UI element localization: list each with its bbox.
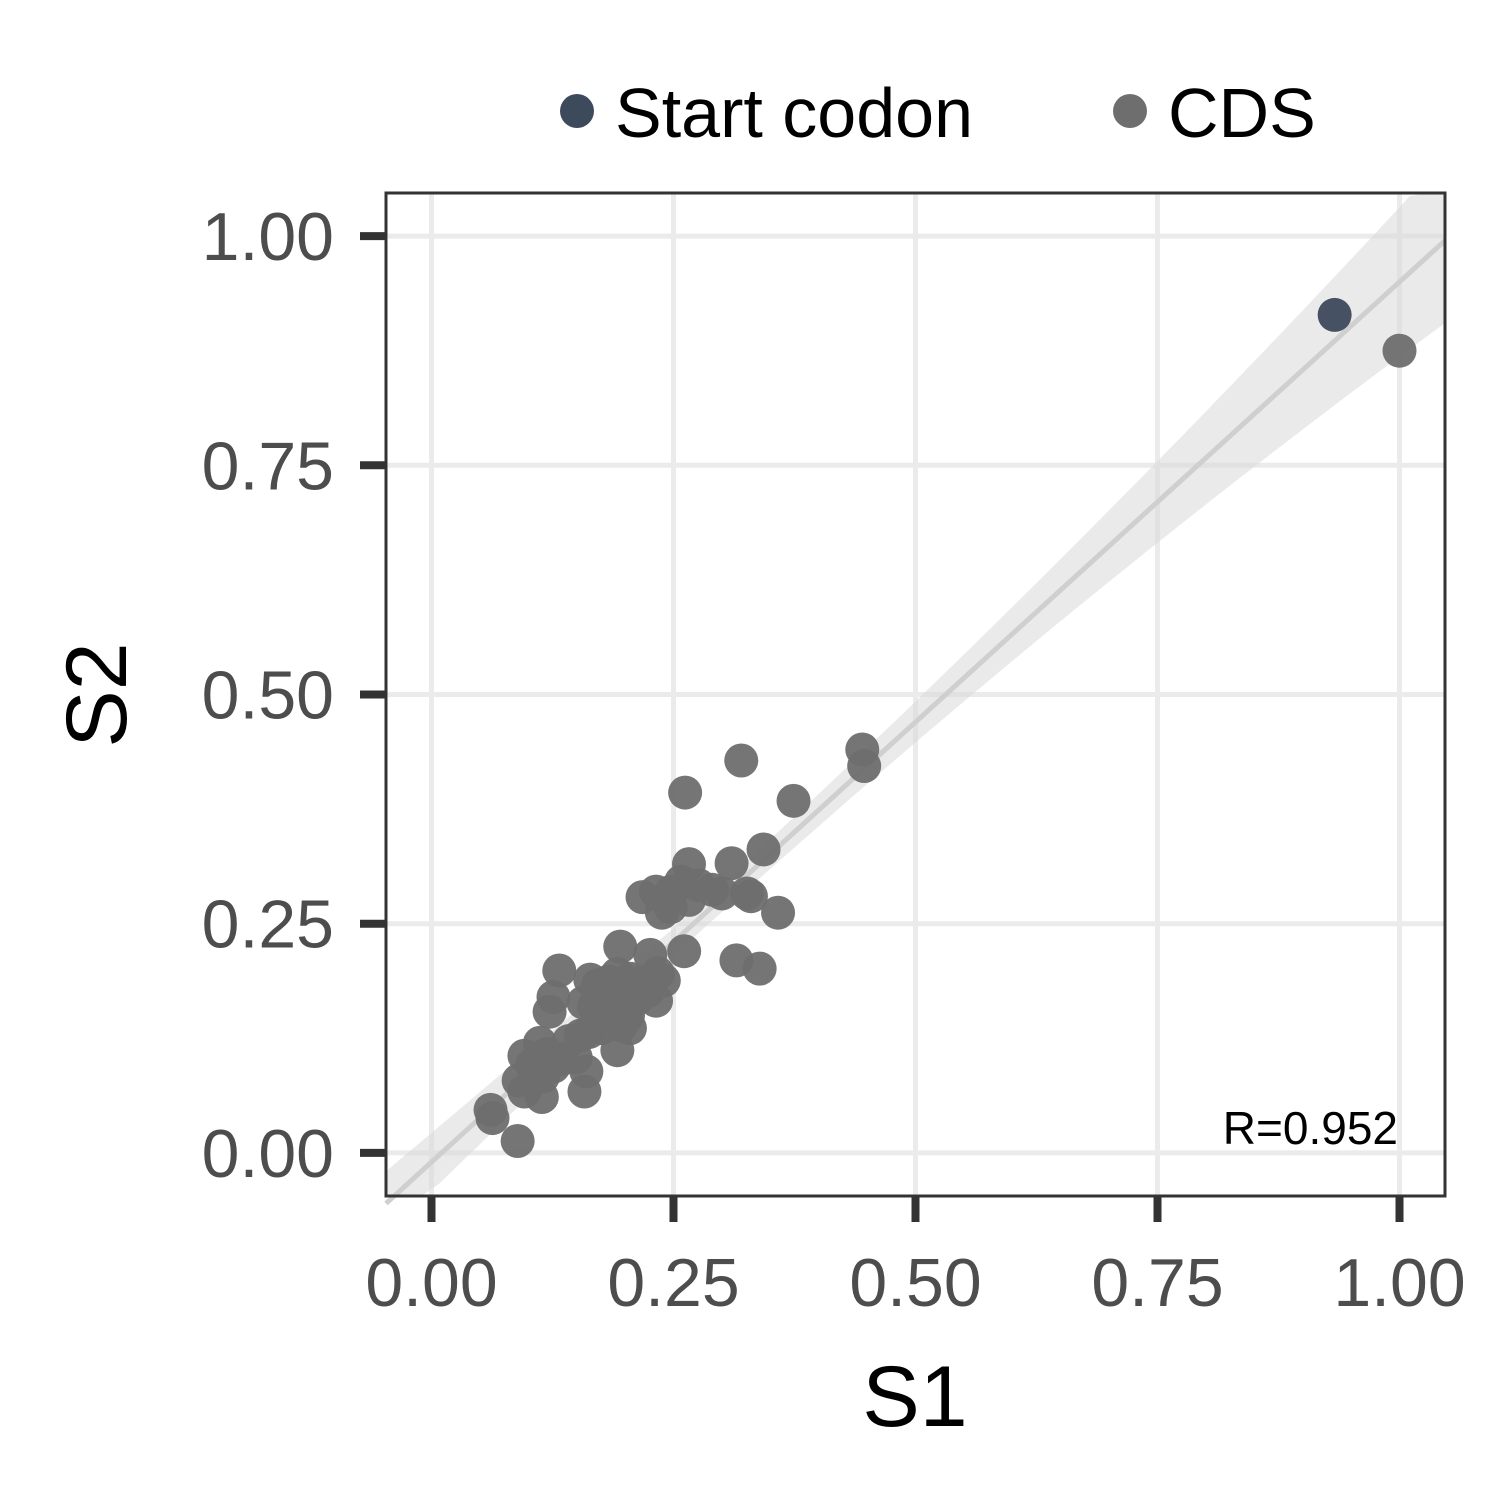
legend-label-start-codon: Start codon xyxy=(615,74,973,152)
point-cds xyxy=(724,743,759,778)
axis-ticks: 0.00 0.25 0.50 0.75 1.00 0.00 0.25 0.50 0.75 1.00 xyxy=(202,199,1466,1321)
point-cds xyxy=(847,749,882,784)
point-cds xyxy=(524,1079,559,1114)
point-start-codon xyxy=(1317,297,1352,332)
data-points xyxy=(473,297,1417,1158)
x-tick-label: 0.75 xyxy=(1091,1245,1223,1321)
y-tick-label: 0.50 xyxy=(202,658,334,734)
point-cds xyxy=(746,832,781,867)
point-cds xyxy=(761,895,796,930)
x-tick-label: 0.50 xyxy=(849,1245,981,1321)
point-cds xyxy=(567,1074,602,1109)
point-cds xyxy=(1382,333,1417,368)
point-cds xyxy=(733,879,768,914)
y-axis-title: S2 xyxy=(49,642,145,747)
point-cds xyxy=(500,1123,535,1158)
point-cds xyxy=(542,953,577,988)
y-tick-label: 0.25 xyxy=(202,887,334,963)
point-cds xyxy=(667,934,702,969)
grid xyxy=(386,193,1445,1196)
legend-swatch-cds xyxy=(1113,94,1147,128)
x-tick-label: 1.00 xyxy=(1333,1245,1465,1321)
point-cds xyxy=(704,876,739,911)
y-tick-label: 0.75 xyxy=(202,428,334,504)
confidence-band xyxy=(386,193,1445,1196)
point-cds xyxy=(475,1101,510,1136)
x-axis-title: S1 xyxy=(862,1349,967,1445)
y-tick-label: 0.00 xyxy=(202,1116,334,1192)
r-value-annotation: R=0.952 xyxy=(1223,1102,1398,1154)
point-cds xyxy=(532,994,567,1029)
point-cds xyxy=(668,775,703,810)
legend-label-cds: CDS xyxy=(1168,74,1316,152)
point-cds xyxy=(776,783,811,818)
y-tick-label: 1.00 xyxy=(202,199,334,275)
point-cds xyxy=(600,1033,635,1068)
x-tick-label: 0.25 xyxy=(607,1245,739,1321)
point-cds xyxy=(714,846,749,881)
x-tick-label: 0.00 xyxy=(365,1245,497,1321)
legend-swatch-start-codon xyxy=(560,94,594,128)
point-cds xyxy=(742,951,777,986)
point-cds xyxy=(603,929,638,964)
legend: Start codon CDS xyxy=(560,74,1316,152)
point-cds xyxy=(653,890,688,925)
point-cds xyxy=(639,983,674,1018)
